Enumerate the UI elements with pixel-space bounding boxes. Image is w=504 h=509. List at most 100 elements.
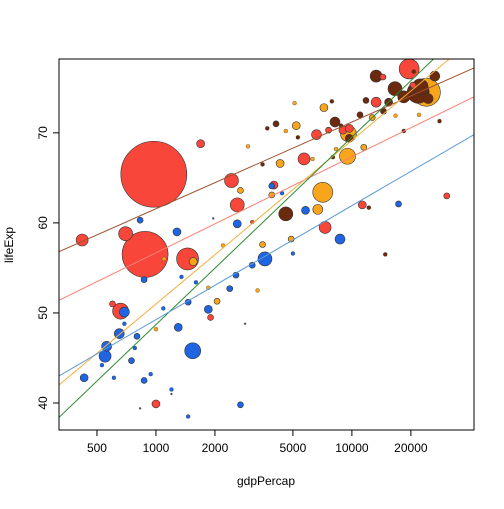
data-point [312, 204, 324, 215]
data-point [133, 333, 141, 340]
data-point [120, 140, 188, 208]
data-point [383, 252, 388, 257]
data-point [148, 372, 153, 377]
data-point [395, 200, 402, 208]
data-point [151, 399, 161, 409]
data-point [153, 326, 159, 332]
data-point [132, 345, 137, 351]
data-point [259, 241, 266, 248]
data-point [122, 321, 127, 326]
data-point [437, 118, 442, 124]
data-point [260, 162, 265, 167]
data-point [268, 182, 276, 190]
data-point [207, 314, 214, 321]
data-point [297, 152, 311, 166]
data-point [278, 206, 294, 222]
data-point [329, 99, 334, 104]
data-point [398, 59, 420, 80]
data-point [237, 401, 244, 409]
data-point [257, 251, 273, 267]
data-point [356, 111, 364, 119]
data-point [416, 112, 422, 117]
data-point [186, 414, 191, 419]
data-point [229, 197, 245, 213]
data-point [422, 93, 434, 104]
data-point [184, 342, 201, 360]
data-point [138, 407, 142, 410]
x-tick-label: 10000 [335, 441, 369, 455]
data-point [232, 219, 242, 229]
data-point [283, 128, 288, 134]
x-tick-label: 2000 [202, 441, 229, 455]
data-point [443, 192, 451, 200]
data-point [329, 116, 341, 128]
data-point [393, 113, 398, 118]
data-point [333, 146, 339, 152]
data-point [128, 357, 135, 364]
data-point [334, 233, 346, 245]
data-point [265, 126, 270, 131]
data-point [319, 103, 329, 112]
data-point [118, 226, 133, 241]
data-point [312, 181, 334, 203]
data-point [188, 257, 198, 266]
x-tick-label: 1000 [143, 441, 170, 455]
data-point [169, 387, 174, 392]
data-point [245, 144, 251, 149]
y-tick-label: 70 [36, 126, 50, 140]
data-point [237, 187, 244, 194]
data-point [243, 322, 247, 325]
data-point [173, 323, 183, 332]
data-point [196, 139, 205, 148]
data-point [212, 217, 215, 220]
data-point [291, 121, 301, 130]
data-point [362, 97, 370, 104]
data-point [295, 135, 301, 140]
data-point [379, 73, 387, 81]
data-point [136, 216, 144, 224]
data-point [140, 377, 148, 384]
data-point [344, 124, 354, 133]
data-point [310, 156, 315, 162]
data-point [119, 306, 130, 318]
trend-line [59, 67, 474, 253]
data-point [344, 133, 354, 143]
data-point [172, 227, 182, 237]
data-point [275, 159, 285, 168]
y-tick-label: 40 [36, 396, 50, 410]
y-tick-label: 50 [36, 306, 50, 320]
data-point [360, 143, 368, 151]
x-axis-title: gdpPercap [237, 474, 295, 488]
data-point [111, 375, 117, 380]
x-axis: 500 1000 2000 5000 10000 20000 [87, 430, 428, 455]
data-point [429, 70, 441, 82]
regression-lines [59, 59, 474, 418]
data-point [193, 280, 199, 285]
data-point [99, 363, 105, 368]
data-point [226, 285, 234, 292]
data-point [292, 100, 297, 106]
data-point [213, 297, 221, 305]
y-tick-label: 60 [36, 216, 50, 230]
data-point [170, 392, 173, 396]
trend-line [59, 59, 435, 418]
data-point [366, 205, 371, 210]
data-point [161, 306, 166, 311]
data-point [290, 251, 296, 256]
y-axis-title: lifeExp [2, 227, 16, 263]
data-point [255, 288, 260, 293]
x-tick-label: 20000 [394, 441, 428, 455]
data-point [370, 96, 382, 108]
data-point [161, 256, 167, 262]
trend-line [59, 59, 450, 386]
data-point [411, 69, 416, 74]
chart-marks [75, 59, 451, 419]
data-point [204, 305, 213, 314]
data-point [140, 276, 148, 283]
y-axis: 40 50 60 70 [36, 126, 59, 410]
plot-frame [58, 58, 475, 431]
data-point [409, 81, 417, 89]
data-point [272, 120, 280, 128]
